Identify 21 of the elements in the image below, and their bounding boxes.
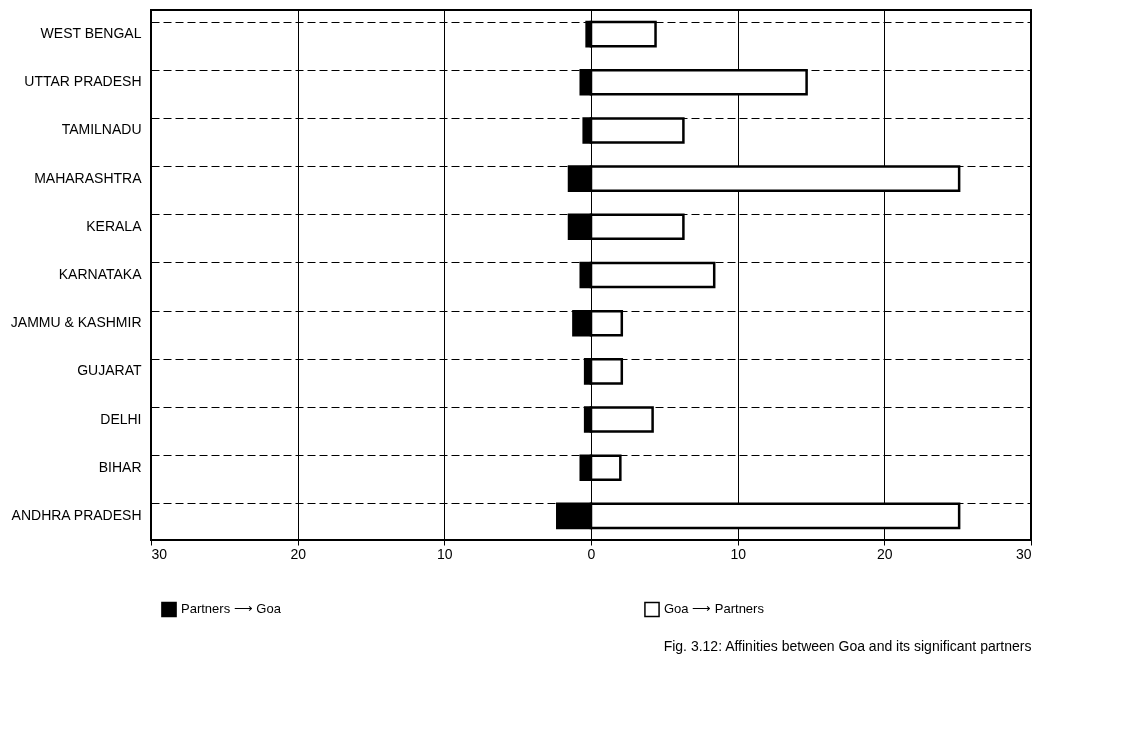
x-tick-label: 20 <box>877 545 893 562</box>
x-tick-label: 30 <box>151 545 168 562</box>
y-tick-label: BIHAR <box>98 458 142 475</box>
x-tick-label: 10 <box>730 545 747 562</box>
y-tick-label: ANDHRA PRADESH <box>11 506 142 523</box>
x-tick-label: 20 <box>290 545 307 562</box>
y-tick-label: KARNATAKA <box>58 266 143 282</box>
caption: Fig. 3.12: Affinities between Goa and its significant partners <box>663 638 1032 654</box>
y-tick-label: UTTAR PRADESH <box>24 73 142 90</box>
x-tick-label: 10 <box>437 545 453 562</box>
y-tick-label: GUJARAT <box>77 362 142 379</box>
y-tick-label: MAHARASHTRA <box>34 169 143 186</box>
x-tick-label: 30 <box>1015 545 1032 562</box>
y-tick-label: KERALA <box>86 217 143 234</box>
y-tick-label: WEST BENGAL <box>40 25 142 42</box>
y-tick-label: TAMILNADU <box>61 121 142 138</box>
legend-label: Partners ⟶ Goa <box>181 601 282 617</box>
x-tick-label: 0 <box>587 545 596 562</box>
legend-label: Goa ⟶ Partners <box>664 601 765 617</box>
y-tick-label: JAMMU & KASHMIR <box>10 314 142 331</box>
y-tick-label: DELHI <box>100 410 142 427</box>
